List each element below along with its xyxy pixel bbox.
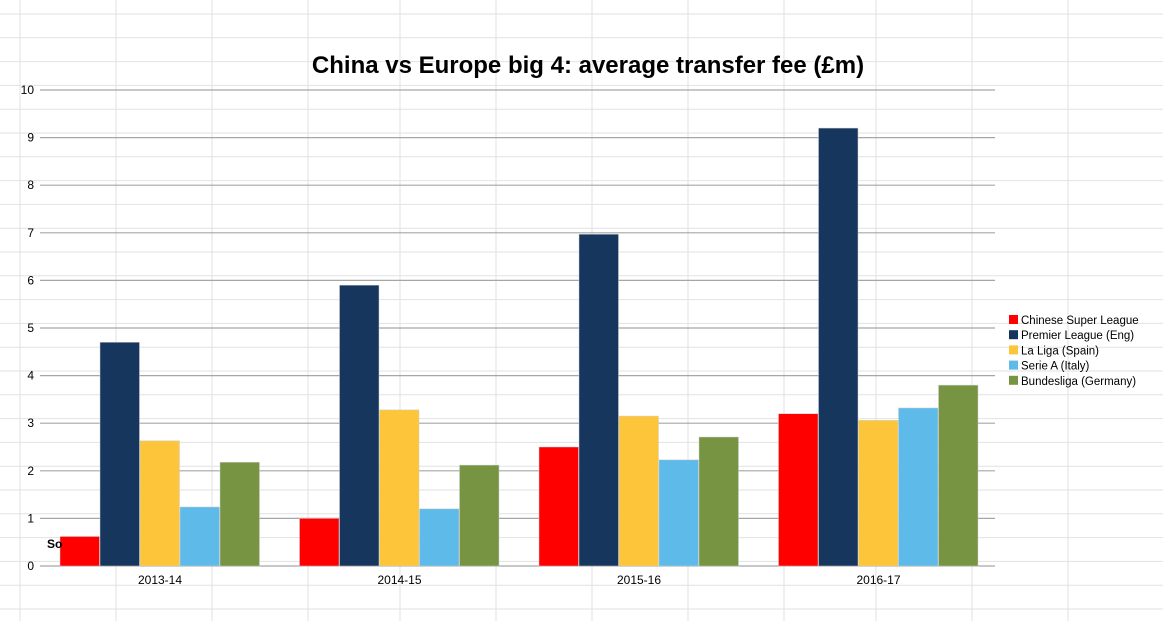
x-tick-label: 2015-16 [617, 573, 661, 587]
y-axis-ticks: 0 1 2 3 4 5 6 7 8 9 10 [21, 83, 35, 573]
x-axis-ticks: 2013-14 2014-15 2015-16 2016-17 [138, 573, 901, 587]
legend-label: Premier League (Eng) [1021, 330, 1134, 342]
y-tick-label: 6 [27, 273, 34, 287]
x-tick-label: 2016-17 [856, 573, 900, 587]
y-tick-label: 9 [27, 131, 34, 145]
bar [778, 413, 819, 567]
bar [858, 420, 899, 567]
y-tick-label: 7 [27, 226, 34, 240]
y-tick-label: 8 [27, 178, 34, 192]
bar [578, 233, 619, 567]
bar [299, 518, 340, 567]
bar [179, 506, 220, 567]
bar [419, 508, 460, 567]
legend-label: La Liga (Spain) [1021, 345, 1099, 357]
legend-swatch [1009, 330, 1018, 340]
y-tick-label: 4 [27, 369, 34, 383]
y-tick-label: 3 [27, 416, 34, 430]
y-tick-label: 0 [27, 559, 34, 573]
bars [59, 127, 979, 567]
bar [379, 409, 420, 567]
y-tick-label: 5 [27, 321, 34, 335]
bar [618, 415, 659, 567]
bar [219, 461, 260, 567]
bar [459, 464, 500, 567]
x-tick-label: 2013-14 [138, 573, 182, 587]
legend-swatch [1009, 345, 1018, 355]
bar [938, 384, 979, 567]
legend: Chinese Super League Premier League (Eng)… [1009, 315, 1139, 388]
background-cell-text: So [47, 537, 62, 551]
y-tick-label: 1 [27, 511, 34, 525]
bar [538, 446, 579, 567]
bar [99, 342, 140, 567]
bar [339, 284, 380, 567]
chart-title: China vs Europe big 4: average transfer … [312, 52, 864, 79]
legend-swatch [1009, 315, 1018, 324]
bar [139, 440, 180, 567]
y-tick-label: 2 [27, 464, 34, 478]
x-tick-label: 2014-15 [377, 573, 421, 587]
bar [658, 459, 699, 567]
bar [818, 127, 859, 567]
bar [898, 407, 939, 567]
y-tick-label: 10 [21, 83, 35, 97]
legend-label: Bundesliga (Germany) [1021, 376, 1136, 388]
legend-label: Chinese Super League [1021, 315, 1139, 327]
legend-swatch [1009, 375, 1018, 385]
bar [698, 436, 739, 567]
bar [59, 536, 100, 567]
legend-label: Serie A (Italy) [1021, 361, 1090, 373]
legend-swatch [1009, 360, 1018, 370]
